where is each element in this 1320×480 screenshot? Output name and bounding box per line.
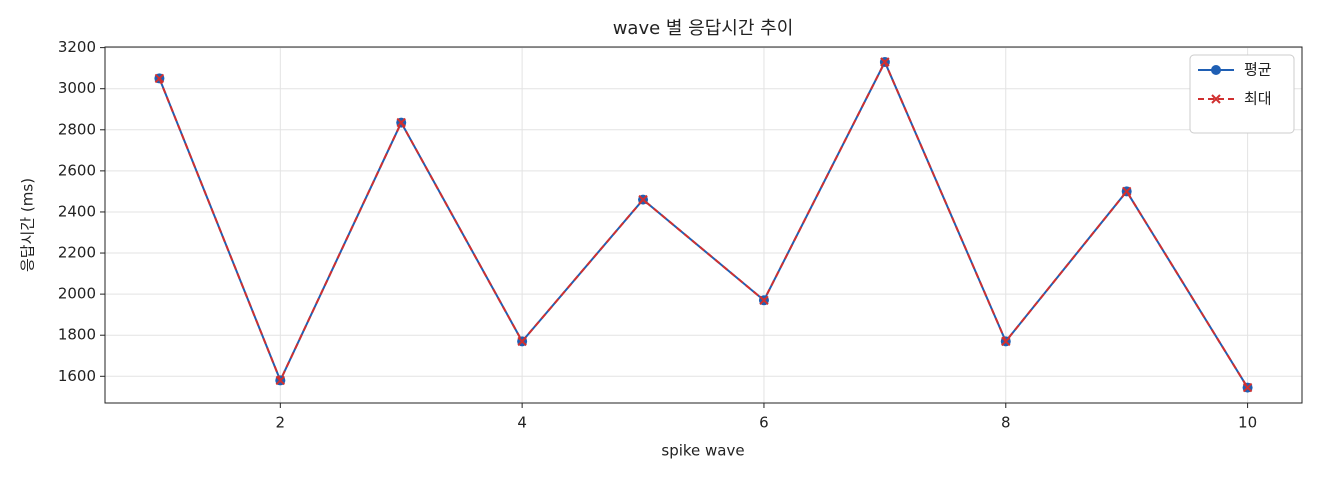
x-tick-label: 2 bbox=[276, 414, 286, 432]
x-tick-label: 6 bbox=[759, 414, 769, 432]
point bbox=[275, 375, 286, 386]
y-tick-label: 1600 bbox=[58, 367, 96, 385]
y-tick-label: 2200 bbox=[58, 244, 96, 262]
legend-box bbox=[1189, 54, 1295, 134]
plot-frame bbox=[104, 46, 1303, 404]
x-axis-label: spike wave bbox=[661, 442, 744, 460]
legend-marker bbox=[1211, 65, 1221, 75]
point bbox=[1001, 336, 1011, 347]
point bbox=[154, 73, 165, 84]
legend-marker bbox=[1211, 94, 1221, 104]
y-tick-label: 2000 bbox=[58, 285, 96, 303]
point bbox=[759, 295, 769, 305]
chart-title: wave 별 응답시간 추이 bbox=[613, 18, 794, 39]
y-tick-label: 2800 bbox=[58, 120, 96, 138]
point bbox=[396, 117, 406, 128]
legend-label: 최대 bbox=[1244, 90, 1272, 108]
y-axis-label: 응답시간 (ms) bbox=[19, 178, 37, 272]
point bbox=[1242, 382, 1253, 393]
y-tick-label: 2600 bbox=[58, 161, 96, 179]
y-tick-label: 3200 bbox=[58, 38, 96, 56]
y-tick-label: 3000 bbox=[58, 79, 96, 97]
series-line bbox=[158, 59, 1249, 389]
point bbox=[880, 57, 890, 67]
series-line bbox=[158, 59, 1249, 389]
point bbox=[1121, 186, 1132, 197]
x-tick-label: 10 bbox=[1238, 414, 1257, 432]
x-tick-label: 8 bbox=[1001, 414, 1011, 432]
y-tick-label: 2400 bbox=[58, 202, 96, 220]
legend-label: 평균 bbox=[1244, 61, 1272, 79]
point bbox=[517, 336, 527, 347]
y-tick-label: 1800 bbox=[58, 326, 96, 344]
x-tick-label: 4 bbox=[517, 414, 527, 432]
point bbox=[638, 194, 648, 205]
